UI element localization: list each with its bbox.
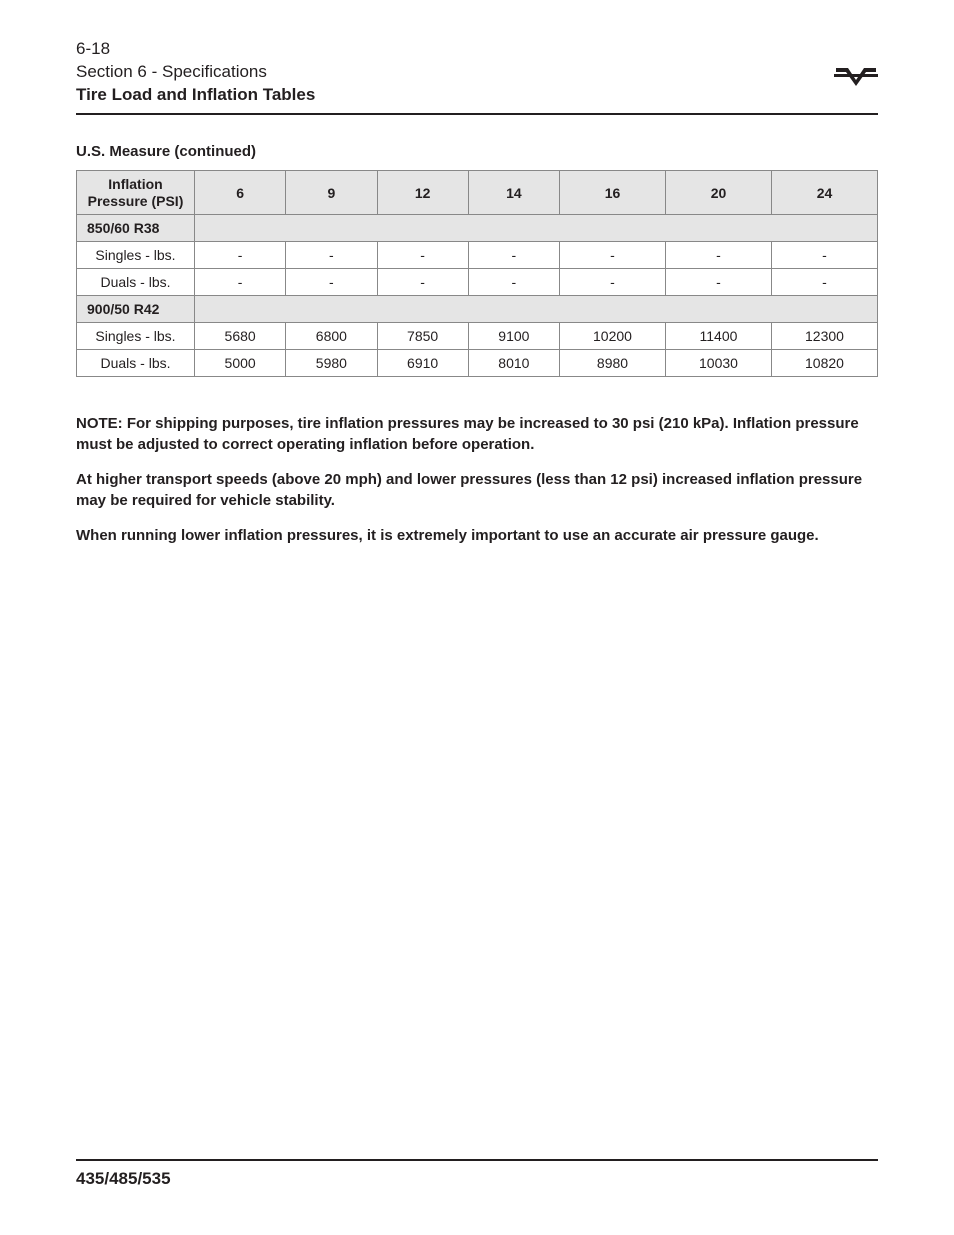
tire-size-row: 900/50 R42 <box>77 296 878 323</box>
tire-size-span <box>195 215 878 242</box>
data-cell: - <box>560 242 666 269</box>
page-header: 6-18 Section 6 - Specifications Tire Loa… <box>76 38 878 115</box>
data-cell: - <box>377 269 468 296</box>
row-label: Duals - lbs. <box>77 350 195 377</box>
subheading: U.S. Measure (continued) <box>76 143 878 160</box>
data-cell: - <box>665 269 771 296</box>
table-header-row: Inflation Pressure (PSI) 6 9 12 14 16 20… <box>77 170 878 215</box>
tire-size-label: 850/60 R38 <box>77 215 195 242</box>
data-cell: 11400 <box>665 323 771 350</box>
table-row: Singles - lbs.------- <box>77 242 878 269</box>
note-text: At higher transport speeds (above 20 mph… <box>76 469 878 511</box>
data-cell: 5680 <box>195 323 286 350</box>
tire-size-span <box>195 296 878 323</box>
data-cell: - <box>286 242 377 269</box>
header-text-block: 6-18 Section 6 - Specifications Tire Loa… <box>76 38 315 107</box>
brand-logo-icon <box>834 62 878 88</box>
data-cell: - <box>665 242 771 269</box>
data-cell: - <box>560 269 666 296</box>
page-title: Tire Load and Inflation Tables <box>76 84 315 107</box>
note-text: When running lower inflation pressures, … <box>76 525 878 546</box>
page-footer: 435/485/535 <box>76 1159 878 1189</box>
data-cell: - <box>195 242 286 269</box>
table-row: Duals - lbs.5000598069108010898010030108… <box>77 350 878 377</box>
notes-block: NOTE: For shipping purposes, tire inflat… <box>76 413 878 546</box>
tire-size-row: 850/60 R38 <box>77 215 878 242</box>
data-cell: 6910 <box>377 350 468 377</box>
pressure-col: 6 <box>195 170 286 215</box>
row-label: Duals - lbs. <box>77 269 195 296</box>
row-label: Singles - lbs. <box>77 323 195 350</box>
pressure-col: 24 <box>771 170 877 215</box>
data-cell: 5000 <box>195 350 286 377</box>
table-row: Singles - lbs.56806800785091001020011400… <box>77 323 878 350</box>
tire-size-label: 900/50 R42 <box>77 296 195 323</box>
table-row: Duals - lbs.------- <box>77 269 878 296</box>
data-cell: 12300 <box>771 323 877 350</box>
data-cell: - <box>771 269 877 296</box>
header-label: Inflation Pressure (PSI) <box>77 170 195 215</box>
data-cell: - <box>468 242 559 269</box>
data-cell: 6800 <box>286 323 377 350</box>
row-label: Singles - lbs. <box>77 242 195 269</box>
pressure-col: 12 <box>377 170 468 215</box>
pressure-col: 9 <box>286 170 377 215</box>
note-text: NOTE: For shipping purposes, tire inflat… <box>76 413 878 455</box>
data-cell: 7850 <box>377 323 468 350</box>
footer-model: 435/485/535 <box>76 1169 171 1188</box>
section-label: Section 6 - Specifications <box>76 61 315 84</box>
data-cell: 9100 <box>468 323 559 350</box>
data-cell: 10820 <box>771 350 877 377</box>
pressure-col: 14 <box>468 170 559 215</box>
tire-load-table: Inflation Pressure (PSI) 6 9 12 14 16 20… <box>76 170 878 378</box>
data-cell: 5980 <box>286 350 377 377</box>
data-cell: - <box>468 269 559 296</box>
pressure-col: 16 <box>560 170 666 215</box>
data-cell: 10200 <box>560 323 666 350</box>
data-cell: 8010 <box>468 350 559 377</box>
data-cell: - <box>286 269 377 296</box>
data-cell: - <box>771 242 877 269</box>
pressure-col: 20 <box>665 170 771 215</box>
data-cell: - <box>195 269 286 296</box>
header-label-text: Inflation Pressure (PSI) <box>88 176 184 209</box>
data-cell: 8980 <box>560 350 666 377</box>
page-number: 6-18 <box>76 38 315 61</box>
data-cell: - <box>377 242 468 269</box>
data-cell: 10030 <box>665 350 771 377</box>
